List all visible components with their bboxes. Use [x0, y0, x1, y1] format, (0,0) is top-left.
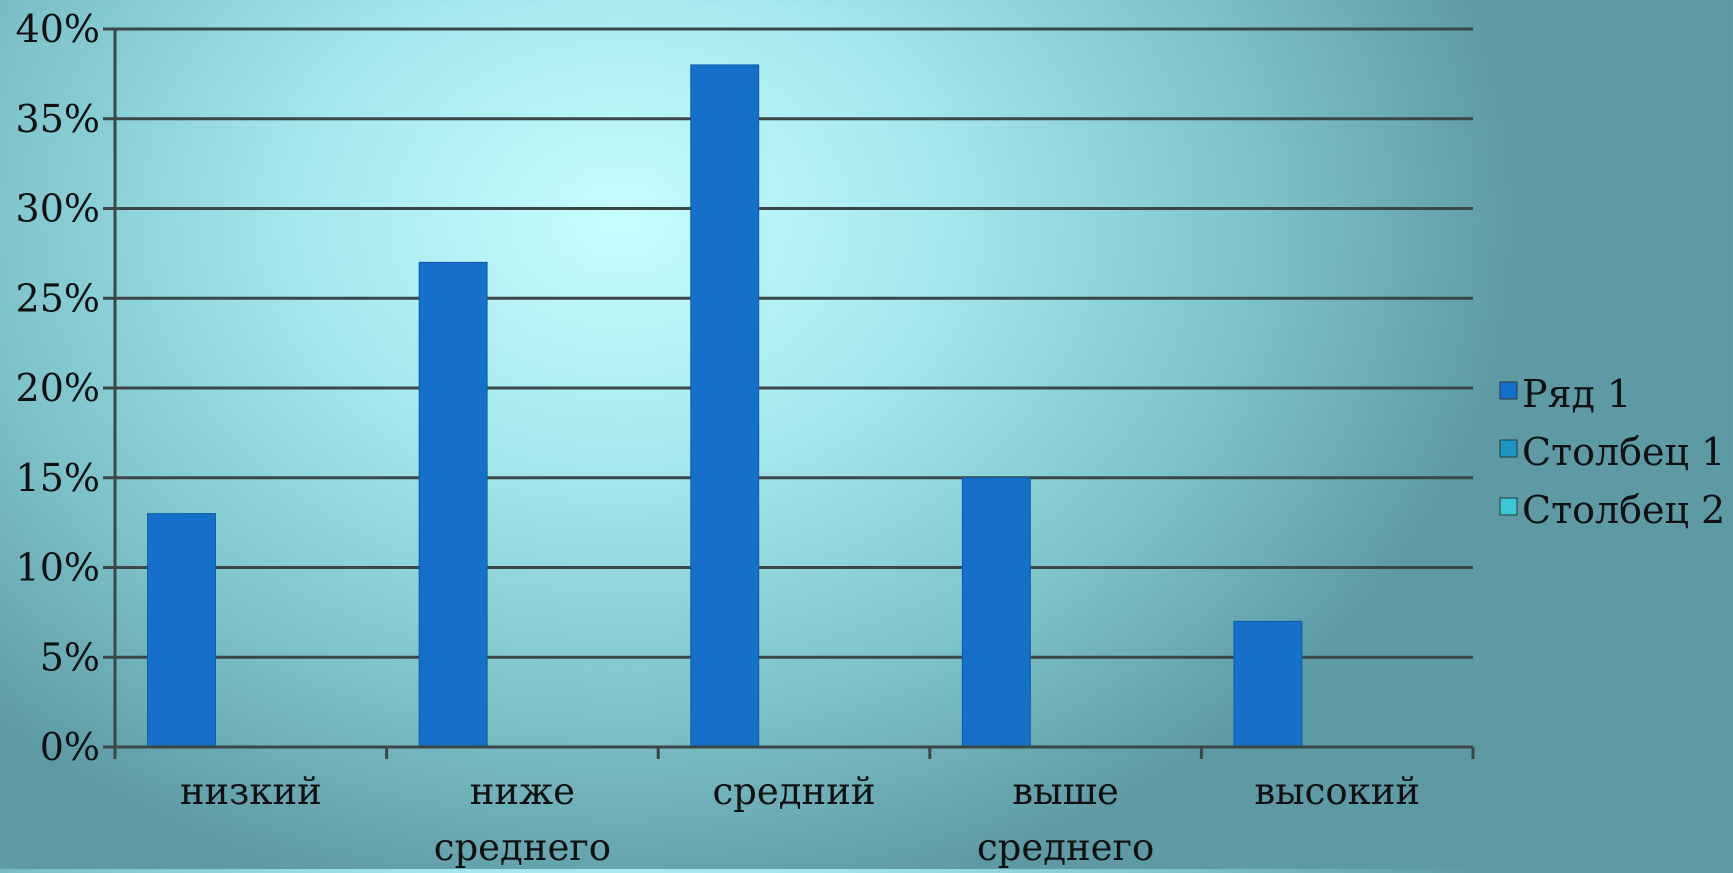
y-axis-tick-labels: 0% 5% 10% 15% 20% 25% 30% 35% 40% — [16, 7, 100, 769]
x-category-label: низкий — [180, 770, 322, 813]
bar — [961, 477, 1031, 748]
axes — [103, 27, 1475, 759]
y-tick-label: 30% — [16, 187, 100, 231]
legend-label: Столбец 2 — [1522, 488, 1725, 532]
y-tick-label: 15% — [16, 456, 100, 500]
bar — [1233, 620, 1303, 748]
y-tick-label: 0% — [40, 725, 100, 769]
y-tick-label: 40% — [16, 7, 100, 51]
legend-swatch — [1499, 497, 1518, 516]
legend-label: Ряд 1 — [1522, 372, 1631, 416]
legend-swatch — [1499, 439, 1518, 458]
x-category-label: выше среднего — [977, 770, 1154, 869]
bar — [418, 261, 488, 748]
bar — [147, 513, 216, 748]
bars — [147, 64, 1303, 748]
y-tick-label: 35% — [16, 97, 100, 141]
x-category-label: ниже среднего — [434, 770, 611, 869]
gridlines — [115, 27, 1473, 659]
x-category-label: средний — [712, 770, 875, 813]
legend: Ряд 1 Столбец 1 Столбец 2 — [1499, 372, 1725, 532]
y-tick-label: 25% — [16, 276, 100, 320]
x-category-label: высокий — [1254, 770, 1420, 813]
y-tick-label: 20% — [16, 366, 100, 410]
bar — [690, 64, 760, 748]
x-axis-category-labels: низкий ниже среднего средний выше среднего выс… — [180, 770, 1420, 869]
legend-swatch — [1499, 381, 1518, 400]
y-tick-label: 5% — [40, 635, 100, 679]
legend-label: Столбец 1 — [1522, 430, 1725, 474]
y-tick-label: 10% — [16, 546, 100, 590]
